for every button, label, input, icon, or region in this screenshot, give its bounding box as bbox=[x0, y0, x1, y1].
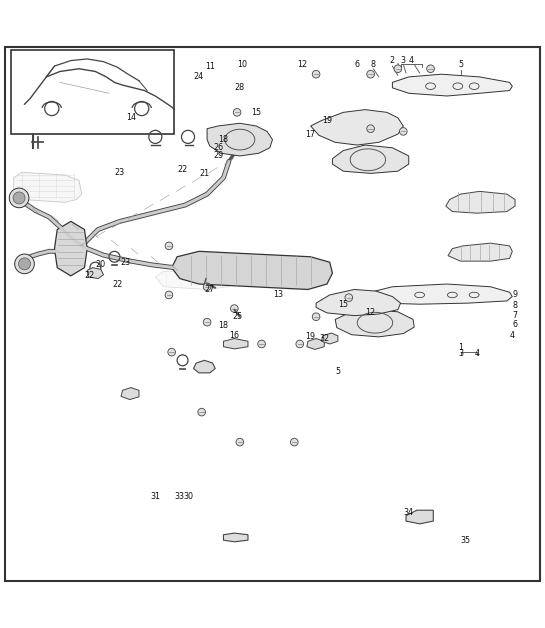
Circle shape bbox=[168, 349, 175, 356]
Text: 6: 6 bbox=[512, 320, 518, 330]
Circle shape bbox=[394, 65, 402, 73]
Text: 33: 33 bbox=[175, 492, 185, 501]
Text: 32: 32 bbox=[319, 334, 329, 343]
Text: 2: 2 bbox=[390, 56, 395, 65]
Text: 8: 8 bbox=[371, 60, 376, 69]
Circle shape bbox=[203, 318, 211, 326]
Circle shape bbox=[165, 291, 173, 299]
Polygon shape bbox=[14, 172, 82, 202]
Polygon shape bbox=[307, 338, 324, 349]
Text: 8: 8 bbox=[512, 301, 518, 310]
Circle shape bbox=[296, 340, 304, 348]
Polygon shape bbox=[311, 110, 403, 145]
Text: 5: 5 bbox=[335, 367, 341, 376]
Polygon shape bbox=[448, 243, 512, 261]
Text: 3: 3 bbox=[401, 56, 406, 65]
FancyBboxPatch shape bbox=[11, 50, 174, 134]
Circle shape bbox=[15, 254, 34, 274]
Text: 22: 22 bbox=[85, 271, 95, 280]
Text: 7: 7 bbox=[512, 311, 518, 320]
Polygon shape bbox=[335, 310, 414, 337]
Text: 31: 31 bbox=[150, 492, 160, 501]
Text: 24: 24 bbox=[194, 72, 204, 82]
Circle shape bbox=[399, 127, 407, 135]
Polygon shape bbox=[121, 387, 139, 399]
Text: 20: 20 bbox=[96, 261, 106, 269]
Text: 25: 25 bbox=[232, 312, 242, 322]
Text: 15: 15 bbox=[251, 108, 261, 117]
Text: 10: 10 bbox=[238, 60, 247, 69]
Text: 12: 12 bbox=[366, 308, 376, 317]
Polygon shape bbox=[406, 510, 433, 524]
Circle shape bbox=[312, 70, 320, 78]
Text: 1: 1 bbox=[458, 344, 463, 352]
Text: 23: 23 bbox=[115, 168, 125, 177]
Text: 4: 4 bbox=[409, 56, 414, 65]
Polygon shape bbox=[223, 533, 248, 542]
Circle shape bbox=[367, 125, 374, 133]
Circle shape bbox=[165, 242, 173, 250]
Text: 5: 5 bbox=[458, 60, 463, 69]
Circle shape bbox=[345, 294, 353, 301]
Text: 15: 15 bbox=[338, 300, 348, 309]
Polygon shape bbox=[371, 284, 512, 304]
Text: 29: 29 bbox=[213, 151, 223, 160]
Text: 18: 18 bbox=[219, 322, 228, 330]
Text: 19: 19 bbox=[306, 332, 316, 342]
Polygon shape bbox=[322, 333, 338, 344]
Circle shape bbox=[198, 408, 205, 416]
Polygon shape bbox=[446, 192, 515, 213]
Text: 23: 23 bbox=[120, 257, 130, 267]
Text: 14: 14 bbox=[126, 113, 136, 122]
Text: 30: 30 bbox=[183, 492, 193, 501]
Circle shape bbox=[290, 438, 298, 446]
Circle shape bbox=[312, 313, 320, 320]
Circle shape bbox=[236, 438, 244, 446]
Circle shape bbox=[233, 109, 241, 116]
Text: 22: 22 bbox=[178, 165, 187, 174]
Text: 16: 16 bbox=[229, 332, 239, 340]
Text: 9: 9 bbox=[512, 290, 518, 300]
Circle shape bbox=[258, 340, 265, 348]
Circle shape bbox=[9, 188, 29, 208]
Circle shape bbox=[367, 70, 374, 78]
Circle shape bbox=[19, 258, 31, 270]
Text: 28: 28 bbox=[235, 84, 245, 92]
Polygon shape bbox=[155, 271, 229, 290]
Polygon shape bbox=[332, 145, 409, 173]
Text: 21: 21 bbox=[199, 169, 209, 178]
Text: 13: 13 bbox=[273, 290, 283, 300]
Polygon shape bbox=[172, 251, 332, 290]
Text: 19: 19 bbox=[322, 116, 332, 125]
Circle shape bbox=[13, 192, 25, 204]
Text: 11: 11 bbox=[205, 62, 215, 70]
Text: 4: 4 bbox=[510, 332, 515, 340]
Circle shape bbox=[427, 65, 434, 73]
Text: 6: 6 bbox=[354, 60, 360, 69]
Text: 3: 3 bbox=[458, 349, 463, 358]
Text: 35: 35 bbox=[461, 536, 471, 544]
Polygon shape bbox=[193, 360, 215, 373]
Text: 4: 4 bbox=[474, 349, 480, 358]
Text: 18: 18 bbox=[219, 135, 228, 144]
Polygon shape bbox=[392, 74, 512, 96]
Text: 27: 27 bbox=[205, 285, 215, 294]
Text: 34: 34 bbox=[404, 509, 414, 517]
Text: 12: 12 bbox=[298, 60, 307, 69]
Circle shape bbox=[203, 283, 211, 291]
Text: 26: 26 bbox=[213, 143, 223, 152]
Text: 17: 17 bbox=[306, 129, 316, 139]
Text: 22: 22 bbox=[112, 279, 122, 288]
Circle shape bbox=[231, 305, 238, 312]
Polygon shape bbox=[54, 221, 87, 276]
Polygon shape bbox=[87, 268, 104, 279]
Polygon shape bbox=[316, 290, 401, 316]
Polygon shape bbox=[223, 338, 248, 349]
Polygon shape bbox=[207, 123, 272, 156]
